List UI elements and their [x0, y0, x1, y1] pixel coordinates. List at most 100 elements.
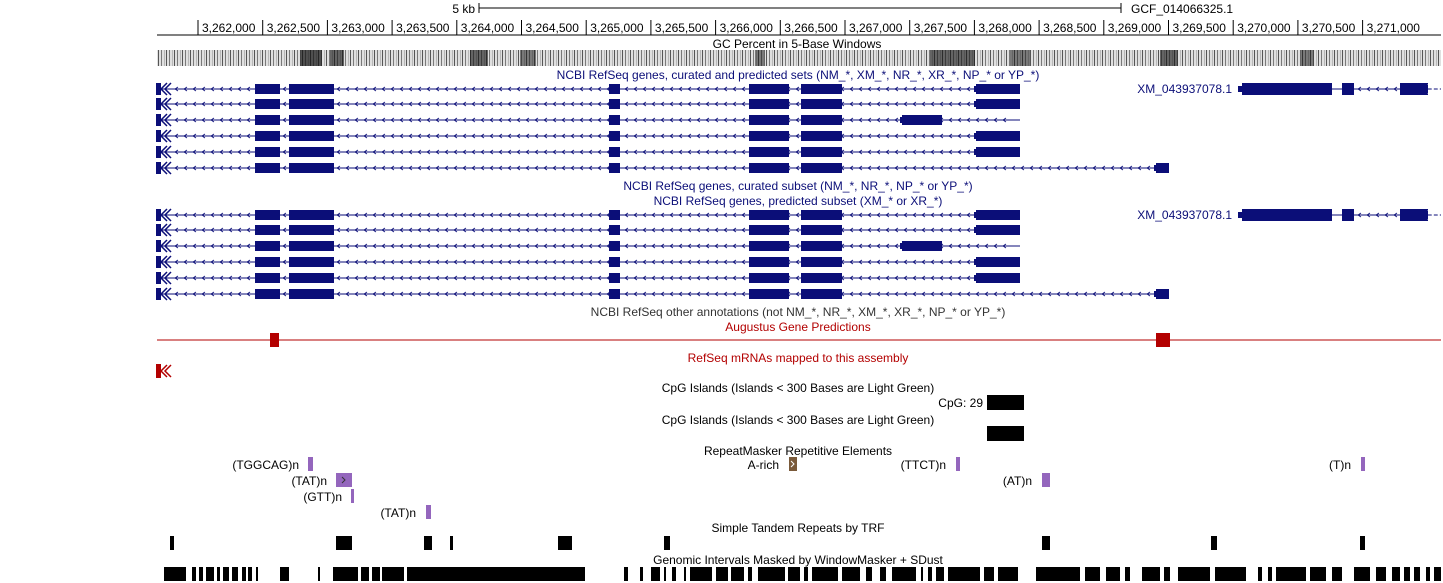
exon-block[interactable] [609, 99, 620, 109]
gene-transcript[interactable] [156, 161, 1169, 175]
masked-interval[interactable] [1258, 567, 1262, 581]
repeat-element[interactable] [956, 457, 960, 471]
exon-block[interactable] [749, 289, 789, 299]
masked-interval[interactable] [804, 567, 808, 581]
exon-block[interactable] [609, 115, 620, 125]
exon-block[interactable] [976, 99, 1020, 109]
exon-block[interactable] [255, 210, 280, 220]
exon-block[interactable] [289, 210, 334, 220]
exon-block[interactable] [289, 273, 334, 283]
masked-interval[interactable] [998, 567, 1018, 581]
masked-interval[interactable] [880, 567, 886, 581]
exon-block[interactable] [609, 147, 620, 157]
exon-block[interactable] [902, 115, 942, 125]
gene-transcript[interactable] [156, 145, 1020, 159]
trf-track[interactable] [170, 536, 1365, 550]
exon-block[interactable] [801, 131, 842, 141]
exon-block[interactable] [749, 99, 789, 109]
repeat-element[interactable] [789, 457, 797, 471]
masked-interval[interactable] [1426, 567, 1430, 581]
exon-block[interactable] [976, 210, 1020, 220]
masked-interval[interactable] [664, 567, 666, 581]
exon-block[interactable] [255, 289, 280, 299]
exon-block[interactable] [255, 163, 280, 173]
masked-interval[interactable] [1268, 567, 1272, 581]
exon-block[interactable] [255, 257, 280, 267]
masked-interval[interactable] [1376, 567, 1386, 581]
exon-block[interactable] [289, 225, 334, 235]
exon-block[interactable] [255, 115, 280, 125]
exon-block[interactable] [1156, 289, 1169, 299]
repeat-element[interactable] [351, 489, 354, 503]
exon-block[interactable] [749, 210, 789, 220]
exon-block[interactable] [801, 225, 842, 235]
masked-interval[interactable] [248, 567, 252, 581]
masked-interval[interactable] [407, 567, 585, 581]
exon-block[interactable] [976, 131, 1020, 141]
masked-interval[interactable] [921, 567, 923, 581]
exon-block[interactable] [749, 163, 789, 173]
exon-block[interactable] [801, 99, 842, 109]
exon-block[interactable] [749, 241, 789, 251]
masked-interval[interactable] [192, 567, 196, 581]
repeat-element[interactable] [1361, 457, 1365, 471]
exon-block[interactable] [1400, 209, 1428, 221]
exon-block[interactable] [255, 241, 280, 251]
exon-block[interactable] [976, 225, 1020, 235]
masked-interval[interactable] [256, 567, 258, 581]
base-position-ruler[interactable]: 3,262,000 3,262,500 3,263,000 3,263,500 3,26… [157, 20, 1441, 36]
masked-interval[interactable] [640, 567, 643, 581]
masked-interval[interactable] [382, 567, 404, 581]
exon-block[interactable] [255, 99, 280, 109]
exon-block[interactable] [1400, 83, 1428, 95]
masked-interval[interactable] [928, 567, 932, 581]
exon-block[interactable] [801, 115, 842, 125]
masked-interval[interactable] [690, 567, 712, 581]
exon-block[interactable] [749, 147, 789, 157]
exon-block[interactable] [1156, 163, 1169, 173]
gene-transcript[interactable] [156, 255, 1020, 269]
masked-interval[interactable] [984, 567, 994, 581]
exon-block[interactable] [289, 131, 334, 141]
exon-block[interactable] [289, 241, 334, 251]
gene-label-xm-predicted[interactable]: XM_043937078.1 [1137, 208, 1232, 222]
exon-block[interactable] [1342, 209, 1354, 221]
masked-interval[interactable] [866, 567, 872, 581]
exon-block[interactable] [1342, 83, 1354, 95]
masked-interval[interactable] [372, 567, 380, 581]
gene-transcript[interactable] [156, 129, 1020, 143]
exon-block[interactable] [801, 273, 842, 283]
exon-block[interactable] [801, 210, 842, 220]
exon-block[interactable] [289, 84, 334, 94]
cpg-label[interactable]: CpG: 29 [938, 396, 983, 410]
masked-interval[interactable] [731, 567, 744, 581]
cpg-island[interactable] [987, 395, 1024, 410]
gene-transcript[interactable] [156, 82, 1020, 96]
exon-block[interactable] [609, 210, 620, 220]
masked-interval[interactable] [206, 567, 214, 581]
exon-block[interactable] [801, 163, 842, 173]
gene-transcript[interactable] [156, 287, 1169, 301]
masked-interval[interactable] [1414, 567, 1420, 581]
refseq-mrna-track[interactable] [156, 364, 172, 378]
refseq-predicted-track[interactable] [156, 208, 1441, 301]
masked-interval[interactable] [361, 567, 369, 581]
augustus-track[interactable] [157, 333, 1441, 347]
exon-block[interactable] [801, 147, 842, 157]
gene-transcript[interactable] [156, 97, 1020, 111]
masked-interval[interactable] [1392, 567, 1400, 581]
masked-interval[interactable] [1085, 567, 1100, 581]
exon-block[interactable] [289, 115, 334, 125]
refseq-all-track[interactable] [156, 82, 1441, 175]
exon-block[interactable] [289, 163, 334, 173]
exon-block[interactable] [609, 131, 620, 141]
masked-interval[interactable] [758, 567, 785, 581]
gene-transcript[interactable] [156, 223, 1020, 237]
masked-interval[interactable] [1142, 567, 1160, 581]
exon-block[interactable] [801, 257, 842, 267]
repeat-element[interactable] [1042, 473, 1050, 487]
exon-block[interactable] [255, 84, 280, 94]
augustus-exon[interactable] [270, 333, 279, 347]
repeat-element[interactable] [426, 505, 431, 519]
